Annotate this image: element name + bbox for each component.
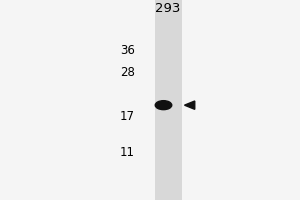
Text: 293: 293 [155, 2, 181, 15]
Text: 11: 11 [120, 146, 135, 159]
Ellipse shape [155, 101, 172, 110]
Bar [154, 0, 182, 200]
Polygon shape [184, 101, 195, 109]
Text: 28: 28 [120, 66, 135, 79]
Text: 17: 17 [120, 110, 135, 123]
Text: 36: 36 [120, 44, 135, 57]
